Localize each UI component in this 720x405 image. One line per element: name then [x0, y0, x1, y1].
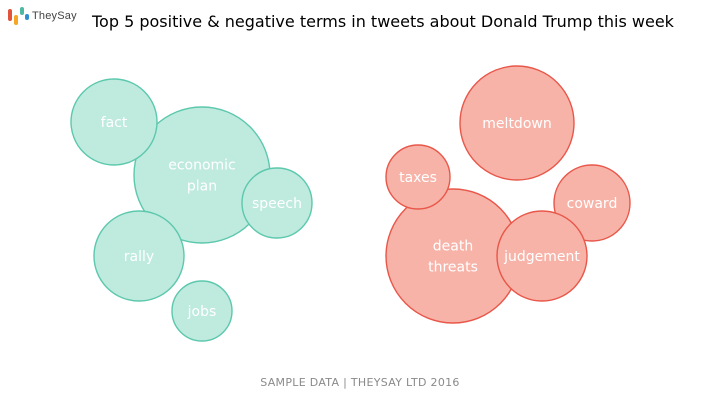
negative-terms-group: death threats meltdown coward judgement taxes	[385, 65, 631, 324]
bubble-fact	[70, 78, 158, 166]
brand-name: TheySay	[32, 10, 77, 22]
bubble-label-jobs: jobs	[187, 304, 217, 320]
bubble-coward	[553, 164, 631, 242]
theysay-logo-mark	[8, 7, 29, 25]
bubble-label-fact: fact	[101, 115, 128, 131]
bubble-label-meltdown: meltdown	[482, 116, 551, 132]
bubble-label-coward: coward	[567, 196, 618, 212]
positive-terms-group: economic plan fact speech rally jobs	[70, 78, 313, 342]
chart-title: Top 5 positive & negative terms in tweet…	[92, 12, 674, 31]
bubble-label-speech: speech	[252, 196, 302, 212]
bubble-judgement	[496, 210, 588, 302]
theysay-logo	[8, 6, 78, 28]
bubble-rally	[93, 210, 185, 302]
bubble-label-judgement: judgement	[503, 249, 580, 265]
bubble-speech	[241, 167, 313, 239]
bubble-jobs	[171, 280, 233, 342]
bubble-label-rally: rally	[124, 249, 154, 265]
footer-caption: SAMPLE DATA | THEYSAY LTD 2016	[260, 376, 460, 389]
bubble-label-economic-plan: economic plan	[168, 158, 236, 195]
bubble-label-death-threats: death threats	[428, 239, 478, 276]
bubble-taxes	[385, 144, 451, 210]
bubble-label-taxes: taxes	[399, 170, 437, 186]
bubble-meltdown	[459, 65, 575, 181]
